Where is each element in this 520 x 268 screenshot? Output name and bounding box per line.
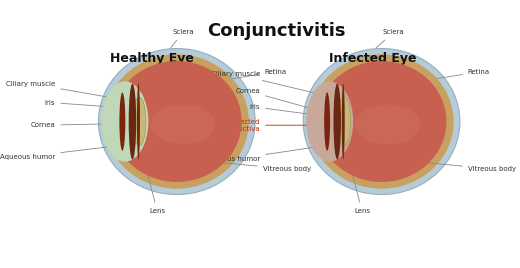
- Ellipse shape: [342, 84, 345, 159]
- Text: Conjunctivitis: Conjunctivitis: [207, 22, 346, 40]
- Text: Ciliary muscle: Ciliary muscle: [211, 71, 324, 95]
- Ellipse shape: [120, 92, 125, 151]
- Text: Infected
conjunctiva: Infected conjunctiva: [219, 119, 324, 132]
- Text: Iris: Iris: [250, 104, 334, 118]
- Ellipse shape: [151, 105, 215, 144]
- Text: Vitreous body: Vitreous body: [420, 162, 516, 172]
- Text: Cornea: Cornea: [31, 122, 113, 128]
- Ellipse shape: [133, 97, 146, 146]
- Text: Ciliary muscle: Ciliary muscle: [6, 81, 120, 99]
- Text: Sclera: Sclera: [171, 29, 194, 48]
- Text: Cornea: Cornea: [236, 88, 318, 111]
- Ellipse shape: [105, 54, 249, 189]
- Ellipse shape: [101, 81, 148, 162]
- Ellipse shape: [337, 97, 350, 146]
- Ellipse shape: [98, 49, 255, 195]
- Text: Vitreous body: Vitreous body: [215, 162, 311, 172]
- Ellipse shape: [355, 105, 420, 144]
- Ellipse shape: [306, 81, 353, 162]
- Text: Retina: Retina: [231, 69, 287, 79]
- Text: Aqueous humor: Aqueous humor: [205, 145, 327, 162]
- Text: Sclera: Sclera: [376, 29, 404, 48]
- Ellipse shape: [112, 61, 242, 182]
- Ellipse shape: [324, 92, 330, 151]
- Text: Lens: Lens: [345, 145, 370, 214]
- Text: Healthy Eye: Healthy Eye: [110, 52, 194, 65]
- Text: Lens: Lens: [140, 145, 165, 214]
- Ellipse shape: [309, 54, 453, 189]
- Ellipse shape: [303, 49, 460, 195]
- Ellipse shape: [333, 84, 341, 159]
- Ellipse shape: [128, 84, 136, 159]
- Text: Iris: Iris: [45, 99, 129, 108]
- Text: Retina: Retina: [436, 69, 490, 79]
- Ellipse shape: [137, 84, 140, 159]
- Text: Infected Eye: Infected Eye: [329, 52, 417, 65]
- Ellipse shape: [317, 61, 447, 182]
- Text: Aqueous humor: Aqueous humor: [0, 145, 122, 159]
